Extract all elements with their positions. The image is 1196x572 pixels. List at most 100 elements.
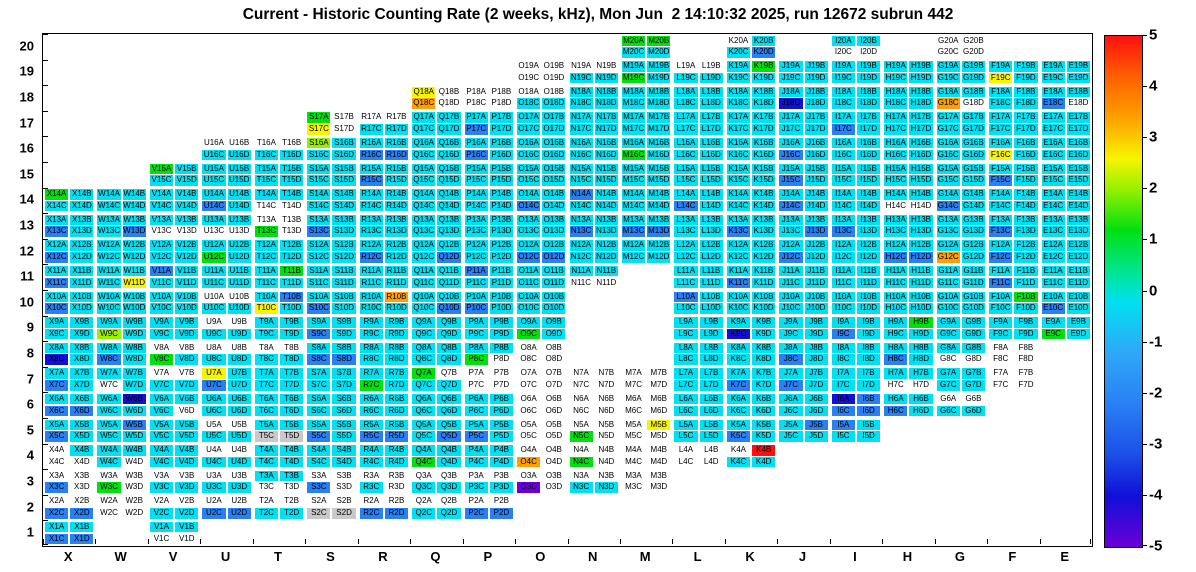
cell-N6: N6A N6B N6C N6D [568, 392, 620, 418]
cell-label-M5D: M5D [647, 431, 671, 442]
x-axis-label-T: T [274, 549, 282, 564]
cell-label-U8B: U8B [227, 342, 251, 354]
cell-label-G14D: G14D [961, 200, 986, 212]
cell-R5: R5A R5B R5C R5D [358, 418, 410, 444]
cell-label-X8B: X8B [70, 342, 94, 354]
cell-label-H11A: H11A [884, 265, 908, 277]
cell-label-R8B: R8B [384, 342, 409, 354]
colorbar-tickmark [1143, 35, 1147, 36]
cell-label-T16A: T16A [254, 137, 279, 149]
cell-label-O9B: O9B [542, 317, 566, 328]
cell-M16: M16A M16B M16C M16D [620, 136, 672, 162]
cell-label-H12B: H12B [909, 240, 933, 251]
y-axis-label-20: 20 [19, 38, 34, 54]
cell-U3: U3A U3B U3C U3D [200, 469, 252, 495]
cell-label-E13D: E13D [1066, 226, 1090, 237]
cell-label-M7C: M7C [621, 380, 646, 391]
cell-label-E18D: E18D [1066, 98, 1090, 109]
cell-O6: O6A O6B O6C O6D [515, 392, 567, 418]
cell-label-L13D: L13D [699, 226, 723, 237]
cell-label-L8D: L8D [699, 354, 723, 365]
cell-label-R4C: R4C [359, 456, 383, 468]
cell-E9: E9A E9B E9C E9D [1040, 316, 1092, 342]
y-axis-label-4: 4 [26, 447, 34, 463]
cell-Q13: Q13A Q13B Q13C Q13D [410, 213, 462, 239]
cell-label-W14D: W14D [122, 200, 146, 212]
cell-label-P15A: P15A [464, 163, 488, 174]
cell-label-S16B: S16B [332, 137, 356, 149]
cell-label-I16B: I16B [856, 137, 881, 149]
cell-label-O16A: O16A [517, 137, 541, 149]
cell-label-L11A: L11A [674, 265, 698, 277]
cell-S15: S15A S15B S15C S15D [305, 162, 357, 188]
cell-label-S8B: S8B [332, 342, 356, 354]
cell-label-I17C: I17C [831, 124, 855, 135]
cell-F19: F19A F19B F19C F19D [987, 60, 1039, 86]
y-axis-label-7: 7 [26, 371, 34, 387]
colorbar-label--3: -3 [1149, 435, 1163, 453]
cell-label-V3C: V3C [149, 482, 174, 493]
cell-label-X9D: X9D [70, 328, 94, 340]
cell-label-H11C: H11C [884, 277, 908, 289]
cell-label-K6C: K6C [726, 405, 751, 417]
cell-label-L19D: L19D [699, 72, 723, 84]
cell-label-P7B: P7B [489, 368, 514, 379]
y-axis-label-10: 10 [19, 294, 34, 310]
cell-label-I14A: I14A [831, 189, 855, 200]
cell-T9: T9A T9B T9C T9D [253, 316, 305, 342]
cell-label-K15D: K15D [752, 175, 776, 186]
cell-label-Q11B: Q11B [437, 265, 461, 277]
cell-label-I15B: I15B [856, 163, 881, 174]
cell-label-H8B: H8B [909, 342, 933, 354]
cell-label-Q4C: Q4C [412, 456, 436, 468]
cell-J18: J18A J18B J18C J18D [777, 85, 829, 111]
cell-label-O10A: O10A [517, 291, 541, 302]
cell-label-E17C: E17C [1041, 124, 1065, 135]
cell-label-T2D: T2D [280, 508, 304, 519]
cell-label-R9A: R9A [359, 317, 383, 328]
cell-label-X7B: X7B [70, 368, 94, 379]
cell-label-I14B: I14B [856, 189, 881, 200]
cell-label-O4D: O4D [542, 456, 566, 468]
y-axis-label-6: 6 [26, 396, 34, 412]
cell-label-V7C: V7C [149, 380, 174, 391]
cell-T10: T10A T10B T10C T10D [253, 290, 305, 316]
cell-label-R9D: R9D [384, 328, 409, 340]
cell-label-J9B: J9B [804, 317, 828, 328]
cell-label-W9C: W9C [97, 328, 121, 340]
cell-P16: P16A P16B P16C P16D [463, 136, 515, 162]
cell-label-S9A: S9A [307, 317, 331, 328]
cell-O3: O3A O3B O3C O3D [515, 469, 567, 495]
cell-label-F7A: F7A [989, 368, 1013, 379]
cell-W6: W6A W6B W6C W6D [95, 392, 147, 418]
cell-label-Q17C: Q17C [412, 124, 436, 135]
cell-F16: F16A F16B F16C F16D [987, 136, 1039, 162]
cell-label-H17A: H17A [884, 112, 908, 123]
cell-label-R7D: R7D [384, 380, 409, 391]
cell-K5: K5A K5B K5C K5D [725, 418, 777, 444]
cell-S14: S14A S14B S14C S14D [305, 188, 357, 214]
cell-P8: P8A P8B P8C P8D [463, 341, 515, 367]
cell-label-P3D: P3D [489, 482, 514, 493]
cell-label-X9C: X9C [45, 328, 69, 340]
cell-label-J14D: J14D [804, 200, 828, 212]
cell-label-F17A: F17A [989, 112, 1013, 123]
cell-label-Q8D: Q8D [437, 354, 461, 365]
cell-label-K18B: K18B [752, 86, 776, 98]
cell-T13: T13A T13B T13C T13D [253, 213, 305, 239]
cell-V1: V1A V1B V1C V1D [148, 520, 200, 546]
cell-label-T9B: T9B [280, 317, 304, 328]
cell-label-T5B: T5B [280, 419, 304, 430]
cell-label-G7D: G7D [961, 380, 986, 391]
cell-S11: S11A S11B S11C S11D [305, 264, 357, 290]
cell-label-H9A: H9A [884, 317, 908, 328]
cell-O5: O5A O5B O5C O5D [515, 418, 567, 444]
cell-label-M17C: M17C [621, 124, 646, 135]
x-tick [1039, 539, 1041, 544]
cell-G16: G16A G16B G16C G16D [935, 136, 987, 162]
cell-label-O19C: O19C [517, 72, 541, 84]
cell-label-K8D: K8D [752, 354, 776, 365]
cell-label-E15C: E15C [1041, 175, 1065, 186]
cell-label-P11C: P11C [464, 277, 488, 289]
cell-label-R7A: R7A [359, 368, 383, 379]
